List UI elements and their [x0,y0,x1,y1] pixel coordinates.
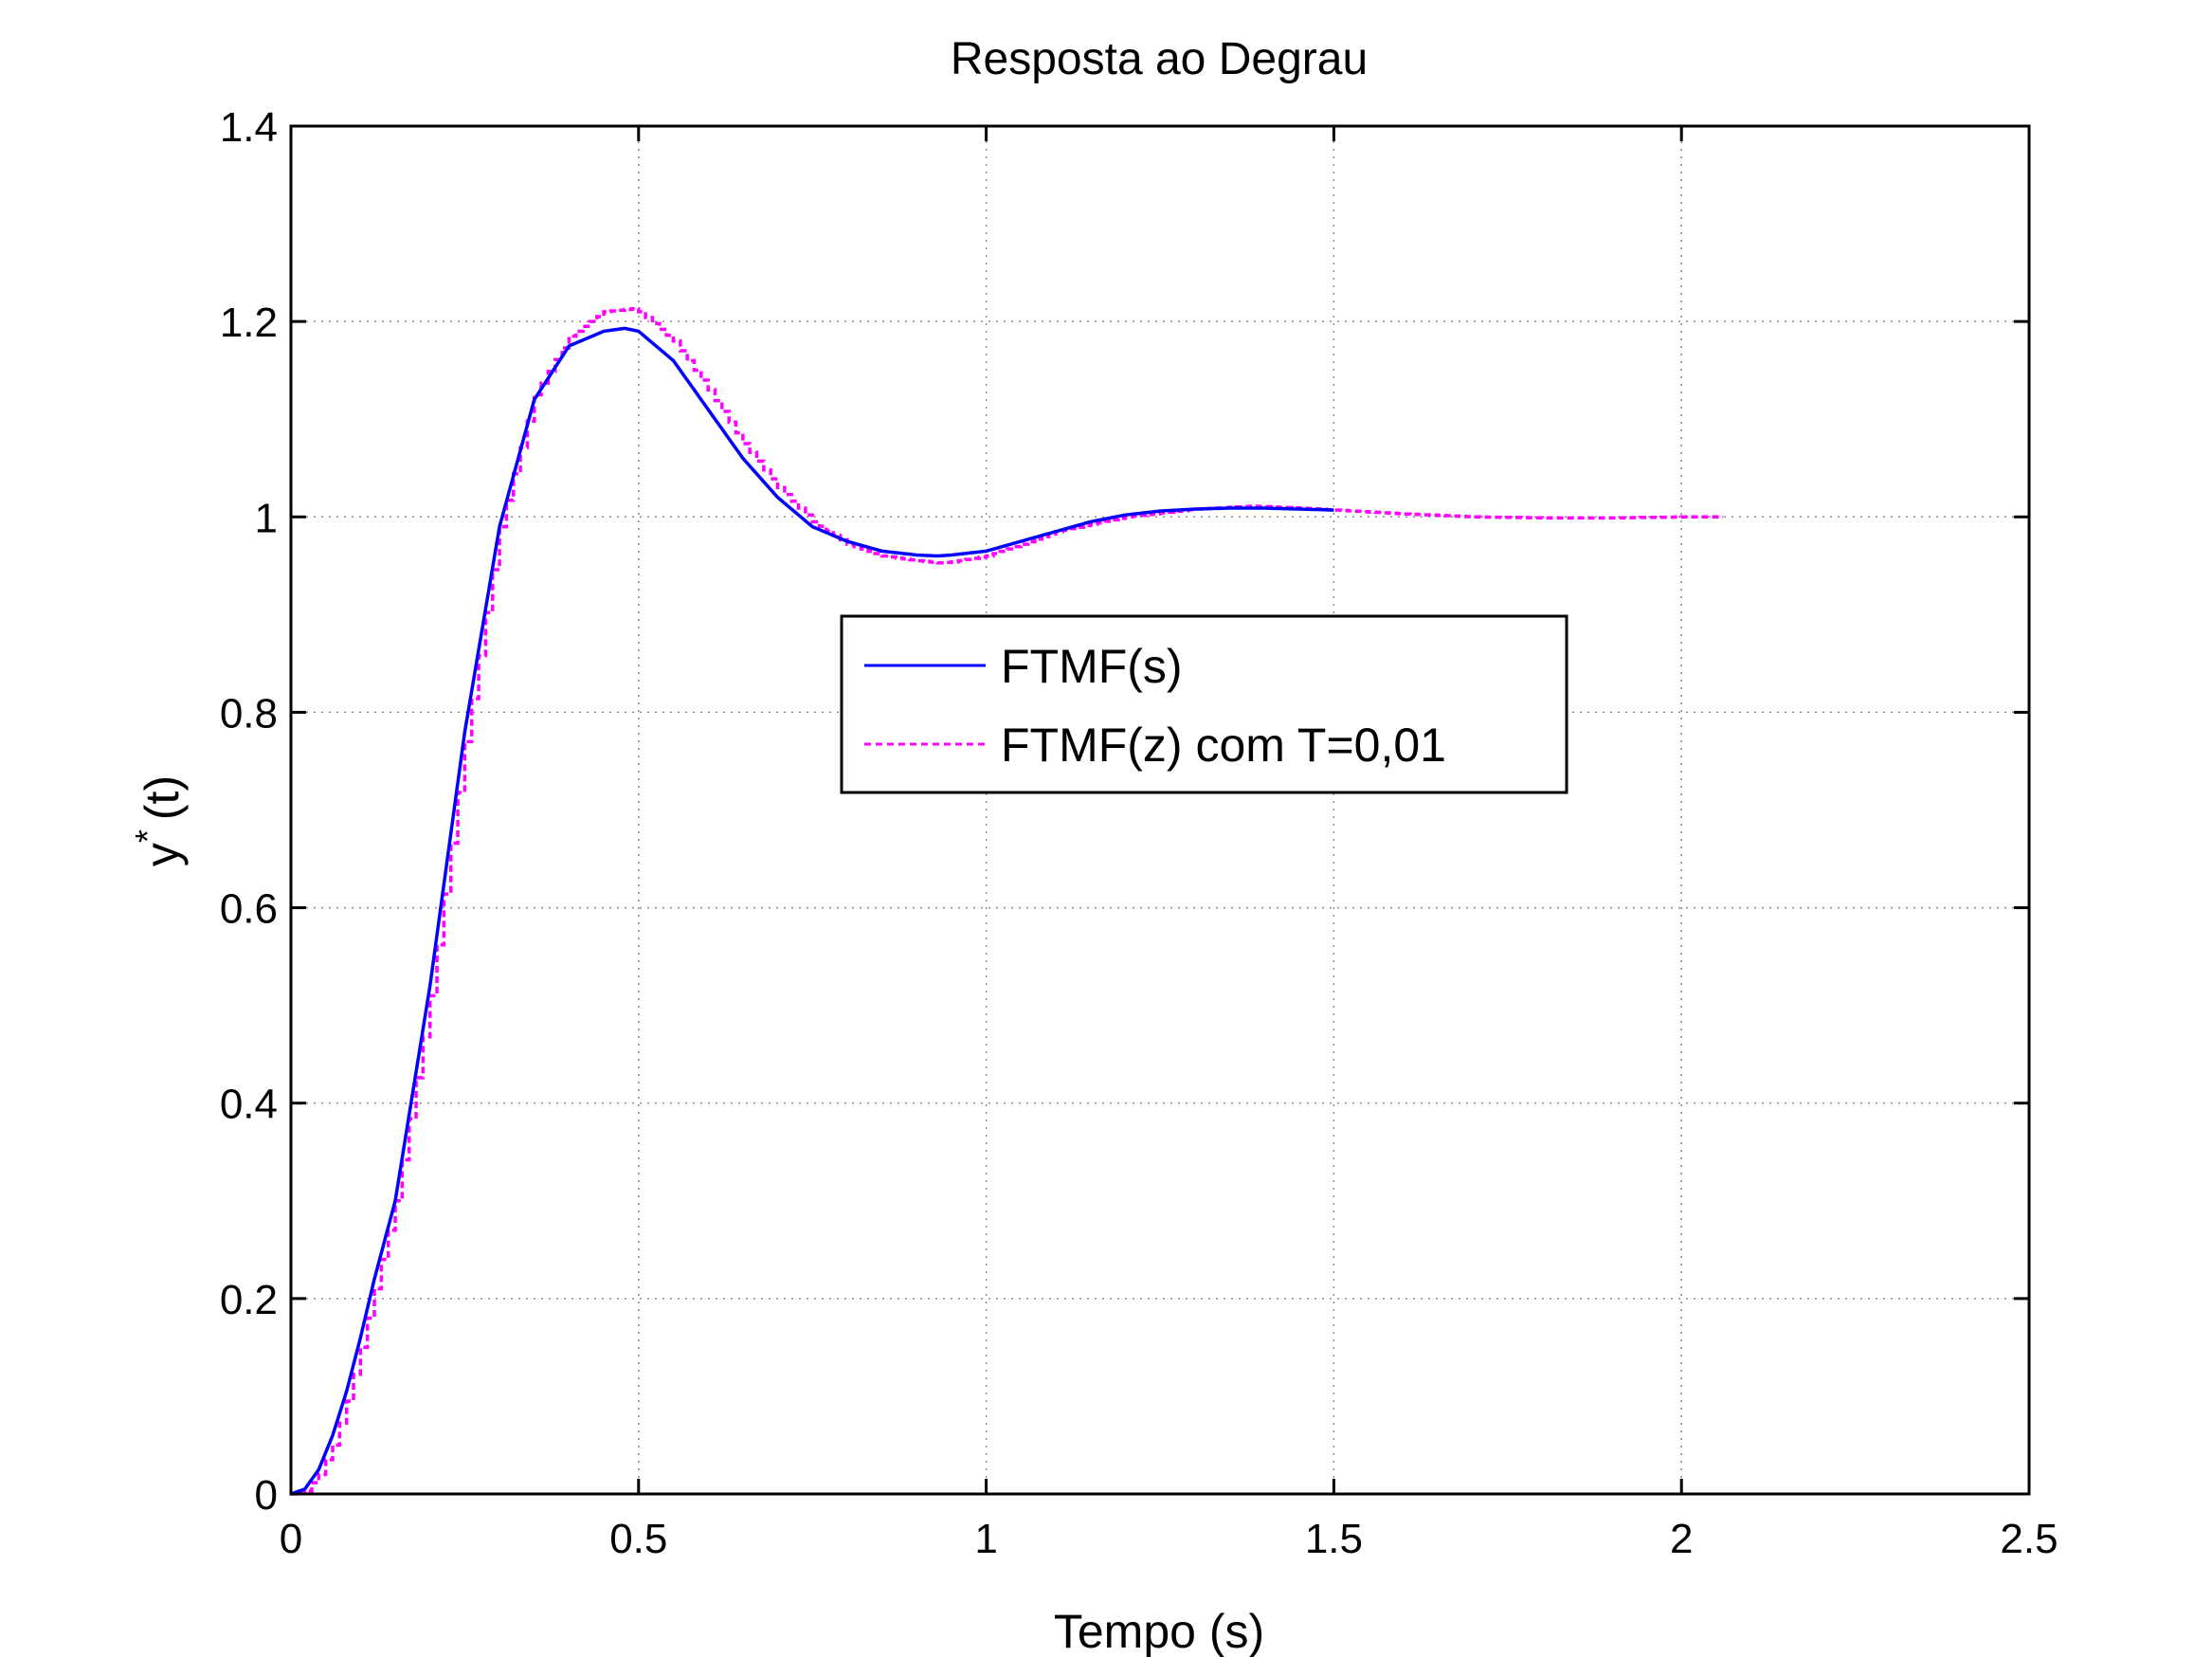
x-tick-label: 1.5 [1305,1516,1363,1562]
y-axis-label-base: y [136,843,189,866]
y-tick-label: 0.4 [220,1082,278,1128]
y-tick-label: 1.4 [220,104,278,151]
y-tick-label: 1 [255,495,278,541]
grid [291,126,2029,1494]
legend-label-ftmf-z: FTMF(z) com T=0,01 [1001,719,1446,772]
y-tick-label: 0 [255,1472,278,1519]
y-tick-label: 0.6 [220,886,278,933]
x-tick-label: 0.5 [609,1516,667,1562]
svg-text:y*(t): y* (t) [128,775,189,866]
series-lines [290,306,1724,1496]
y-tick-label: 1.2 [220,300,278,346]
series-ftmf-s-line [290,326,1334,1496]
legend: FTMF(s) FTMF(z) com T=0,01 [840,614,1568,794]
legend-box [840,614,1568,794]
axis-ticks: 0 0.5 1 1.5 2 2.5 0 0.2 0.4 0.6 0.8 1 1.2 1.4 [220,104,2058,1562]
plot-frame [289,124,2031,1496]
legend-label-ftmf-s: FTMF(s) [1001,640,1183,693]
y-axis-label-rest: (t) [136,775,189,820]
chart-title: Resposta ao Degrau [951,34,1368,84]
x-axis-label: Tempo (s) [1054,1605,1264,1657]
y-tick-label: 0.2 [220,1277,278,1323]
x-tick-label: 1 [974,1516,997,1562]
y-axis-label: y* (t) [128,775,189,866]
y-tick-label: 0.8 [220,690,278,737]
x-tick-label: 0 [280,1516,302,1562]
y-axis-label-superscript: * [128,829,167,843]
x-tick-label: 2.5 [2000,1516,2058,1562]
x-tick-label: 2 [1670,1516,1693,1562]
